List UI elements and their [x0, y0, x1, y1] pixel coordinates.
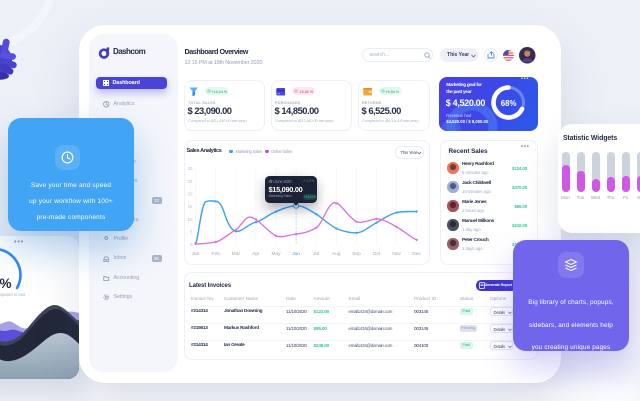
svg-text:Feb: Feb: [212, 251, 221, 257]
svg-text:20: 20: [188, 191, 193, 196]
svg-text:Aug: Aug: [332, 251, 341, 257]
svg-text:Oct: Oct: [373, 251, 381, 257]
svg-text:2%: 2%: [0, 276, 12, 291]
svg-text:Jan: Jan: [192, 251, 200, 257]
svg-text:10: 10: [188, 217, 193, 222]
svg-text:Nov: Nov: [392, 251, 401, 257]
svg-text:Dec: Dec: [412, 251, 421, 257]
svg-text:compared to last: compared to last: [0, 292, 26, 297]
svg-text:Apr: Apr: [252, 251, 260, 257]
svg-text:Jul: Jul: [313, 251, 319, 257]
svg-text:25: 25: [188, 179, 193, 184]
svg-text:30: 30: [188, 166, 193, 171]
svg-text:0: 0: [190, 242, 193, 247]
svg-text:Jun: Jun: [292, 251, 300, 257]
svg-text:Sep: Sep: [352, 251, 361, 257]
svg-text:5: 5: [190, 229, 193, 234]
svg-text:May: May: [271, 251, 281, 257]
svg-text:Mar: Mar: [232, 251, 241, 257]
svg-text:15: 15: [188, 204, 193, 209]
